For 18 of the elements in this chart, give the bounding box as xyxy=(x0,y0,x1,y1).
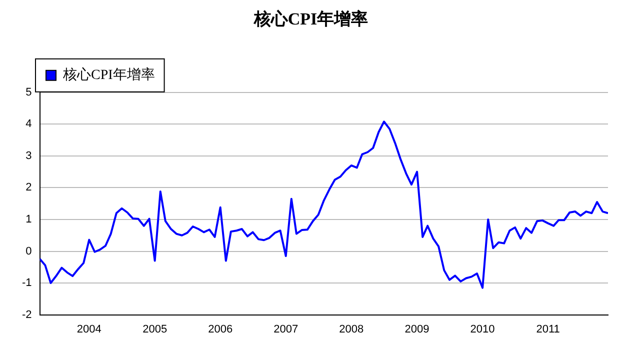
y-tick-label: 2 xyxy=(26,182,32,194)
x-tick-label: 2005 xyxy=(142,323,168,336)
y-tick-label: 4 xyxy=(26,118,32,130)
y-tick-label: -1 xyxy=(22,277,32,290)
x-tick-label: 2009 xyxy=(404,323,430,336)
y-tick-label: 3 xyxy=(26,150,32,162)
x-tick-label: 2007 xyxy=(274,323,298,336)
y-tick-label: -2 xyxy=(22,308,32,321)
x-tick-label: 2006 xyxy=(208,323,233,336)
y-tick-label: 5 xyxy=(26,86,32,98)
x-tick-label: 2008 xyxy=(339,323,364,336)
chart-title: 核心CPI年增率 xyxy=(252,10,368,29)
x-tick-label: 2011 xyxy=(536,323,560,336)
x-tick-label: 2004 xyxy=(76,323,102,336)
y-tick-label: 0 xyxy=(26,245,32,258)
legend-label: 核心CPI年增率 xyxy=(62,67,155,84)
x-tick-label: 2010 xyxy=(470,323,495,336)
y-tick-label: 1 xyxy=(26,214,32,226)
